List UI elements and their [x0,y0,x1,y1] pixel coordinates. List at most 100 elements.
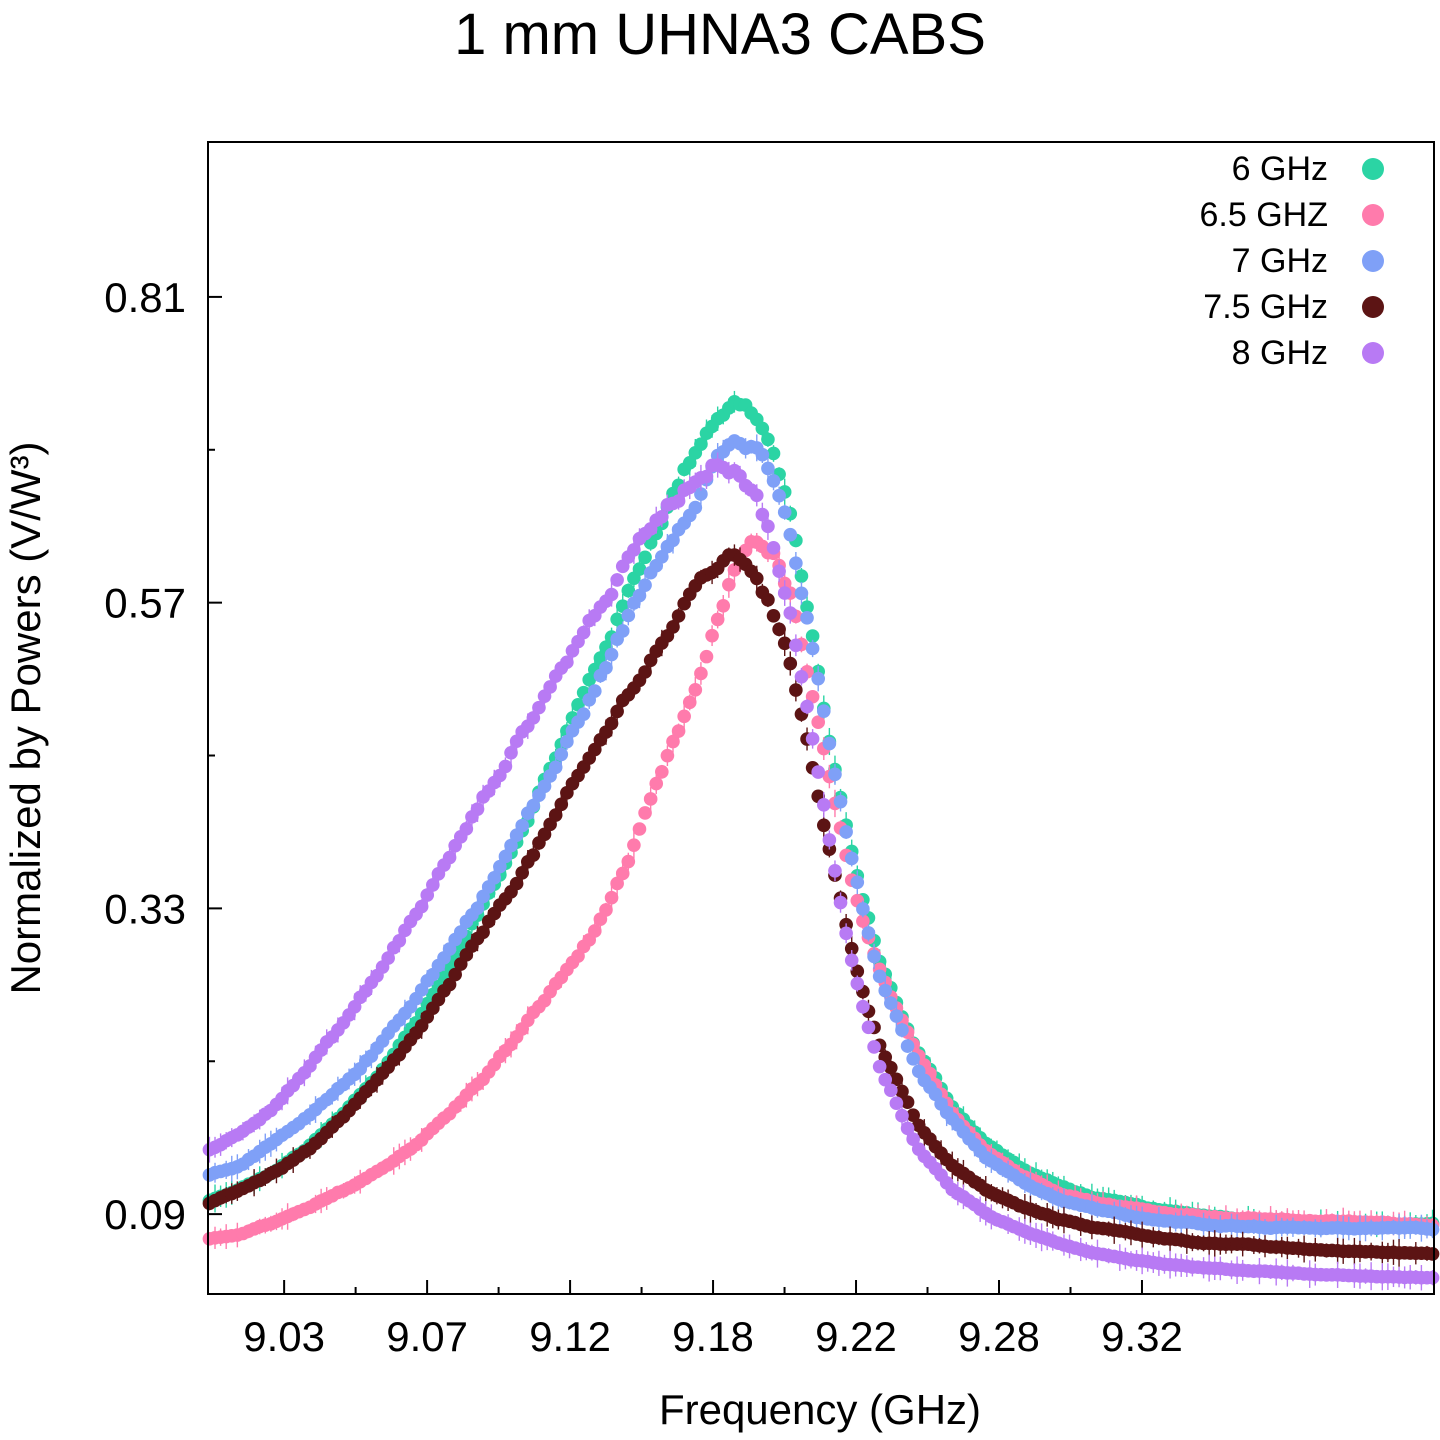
data-point [682,695,697,710]
data-point [772,564,786,579]
data-point [677,709,691,724]
data-point [900,1095,915,1109]
data-point [794,670,809,684]
data-point [604,716,619,731]
data-point [627,838,641,852]
data-point [498,849,513,864]
data-point [884,1060,898,1075]
data-point [470,901,485,915]
data-point [816,704,831,718]
x-tick-label: 9.07 [386,1313,468,1360]
data-point [655,765,669,779]
data-point [660,748,675,763]
data-point [906,1132,920,1146]
data-point [588,684,602,698]
legend-label: 7.5 GHz [1203,288,1328,326]
data-point [537,827,552,842]
data-point [615,624,630,638]
data-point [537,779,552,794]
data-point [682,456,697,470]
data-point [548,760,563,775]
data-point [498,759,513,774]
data-point [604,890,619,905]
data-point [772,488,786,503]
data-point [900,1039,915,1053]
data-point [850,976,865,991]
data-point [889,1096,904,1111]
data-point [906,1052,920,1066]
data-point [576,625,591,640]
data-point [856,902,870,916]
data-point [1425,1247,1440,1261]
data-point [414,899,429,914]
data-point [867,949,881,964]
data-point [861,1020,876,1035]
y-tick-label: 0.81 [104,274,186,321]
data-point [761,461,775,476]
data-point [694,487,708,501]
data-point [850,875,865,890]
data-point [694,666,708,681]
data-point [459,822,474,836]
data-point [777,586,792,600]
data-point [426,878,440,892]
data-point [749,488,764,503]
data-point [576,707,591,721]
legend-item: 7.5 GHz [1203,288,1384,326]
series-5 [202,452,1440,1291]
data-point [755,507,770,522]
data-point [504,838,518,853]
data-point [560,655,574,670]
data-point [504,746,518,760]
plot-area [202,390,1440,1291]
data-point [638,806,652,820]
data-point [649,776,664,791]
data-point [839,926,853,941]
data-point [554,797,569,812]
data-point [588,924,602,938]
data-point [805,732,820,746]
data-point [638,550,652,565]
data-point [822,736,837,751]
data-point [794,569,809,583]
data-point [844,941,859,956]
data-point [599,903,613,917]
data-point [800,600,814,614]
data-point [705,628,719,643]
data-point [755,421,770,436]
data-point [805,641,820,656]
data-point [861,926,876,940]
data-point [811,671,826,686]
data-point [632,822,647,836]
data-point [856,999,870,1014]
data-point [509,876,524,891]
data-point [761,519,775,534]
data-point [800,611,814,625]
data-point [1425,1222,1440,1237]
data-point [1425,1270,1440,1285]
data-point [655,510,669,524]
data-point [872,1059,887,1074]
legend-marker [1362,296,1384,318]
y-axis-label: Normalized by Powers (V/W³) [2,441,49,994]
data-point [604,587,619,602]
data-point [895,1108,909,1123]
data-point [850,964,865,979]
data-point [604,647,619,662]
data-point [560,734,574,749]
data-point [526,848,541,862]
data-point [610,612,624,627]
data-point [532,700,546,715]
legend-item: 6 GHz [1232,150,1384,188]
legend-marker [1362,342,1384,364]
series-2 [202,532,1440,1250]
x-axis-label: Frequency (GHz) [659,1386,981,1433]
data-point [884,1083,898,1098]
data-point [749,571,764,586]
legend-item: 7 GHz [1232,242,1384,280]
data-point [789,683,803,697]
series-1 [202,390,1440,1238]
data-point [627,543,641,557]
legend-marker [1362,158,1384,180]
